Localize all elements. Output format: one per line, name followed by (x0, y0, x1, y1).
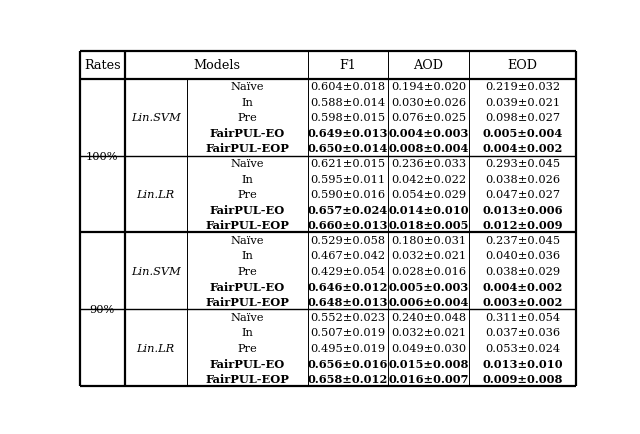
Text: 0.237±0.045: 0.237±0.045 (485, 236, 560, 246)
Text: Lin.LR: Lin.LR (136, 343, 175, 353)
Text: 0.311±0.054: 0.311±0.054 (485, 312, 560, 322)
Text: 0.047±0.027: 0.047±0.027 (485, 190, 560, 200)
Text: 0.053±0.024: 0.053±0.024 (485, 343, 560, 353)
Text: 0.049±0.030: 0.049±0.030 (391, 343, 466, 353)
Text: Naïve: Naïve (230, 236, 264, 246)
Text: FairPUL-EOP: FairPUL-EOP (205, 373, 289, 384)
Text: 0.240±0.048: 0.240±0.048 (391, 312, 466, 322)
Text: 0.030±0.026: 0.030±0.026 (391, 98, 466, 108)
Text: Lin.SVM: Lin.SVM (131, 113, 180, 123)
Text: FairPUL-EOP: FairPUL-EOP (205, 220, 289, 231)
Text: 0.646±0.012: 0.646±0.012 (308, 281, 388, 292)
Text: Pre: Pre (237, 190, 257, 200)
Text: 0.650±0.014: 0.650±0.014 (308, 143, 388, 154)
Text: 0.012±0.009: 0.012±0.009 (483, 220, 563, 231)
Text: 0.005±0.004: 0.005±0.004 (483, 128, 563, 138)
Text: Naïve: Naïve (230, 82, 264, 92)
Text: 0.013±0.006: 0.013±0.006 (483, 204, 563, 215)
Text: 0.006±0.004: 0.006±0.004 (388, 296, 468, 307)
Text: Naïve: Naïve (230, 312, 264, 322)
Text: Pre: Pre (237, 266, 257, 276)
Text: 0.595±0.011: 0.595±0.011 (310, 174, 385, 184)
Text: 0.293±0.045: 0.293±0.045 (485, 159, 560, 169)
Text: 0.005±0.003: 0.005±0.003 (388, 281, 468, 292)
Text: 0.649±0.013: 0.649±0.013 (308, 128, 388, 138)
Text: In: In (241, 98, 253, 108)
Text: 0.467±0.042: 0.467±0.042 (310, 251, 385, 261)
Text: 0.039±0.021: 0.039±0.021 (485, 98, 560, 108)
Text: FairPUL-EO: FairPUL-EO (210, 128, 285, 138)
Text: 0.507±0.019: 0.507±0.019 (310, 328, 385, 338)
Text: 0.009±0.008: 0.009±0.008 (483, 373, 563, 384)
Text: Models: Models (193, 59, 240, 72)
Text: FairPUL-EOP: FairPUL-EOP (205, 143, 289, 154)
Text: 0.037±0.036: 0.037±0.036 (485, 328, 560, 338)
Text: Naïve: Naïve (230, 159, 264, 169)
Text: F1: F1 (339, 59, 356, 72)
Text: 0.194±0.020: 0.194±0.020 (391, 82, 466, 92)
Text: 0.598±0.015: 0.598±0.015 (310, 113, 385, 123)
Text: 0.219±0.032: 0.219±0.032 (485, 82, 560, 92)
Text: 0.429±0.054: 0.429±0.054 (310, 266, 385, 276)
Text: In: In (241, 328, 253, 338)
Text: 0.028±0.016: 0.028±0.016 (391, 266, 466, 276)
Text: Lin.LR: Lin.LR (136, 190, 175, 200)
Text: 0.660±0.013: 0.660±0.013 (308, 220, 388, 231)
Text: AOD: AOD (413, 59, 444, 72)
Text: 0.590±0.016: 0.590±0.016 (310, 190, 385, 200)
Text: 0.588±0.014: 0.588±0.014 (310, 98, 385, 108)
Text: 0.032±0.021: 0.032±0.021 (391, 328, 466, 338)
Text: 0.032±0.021: 0.032±0.021 (391, 251, 466, 261)
Text: 0.003±0.002: 0.003±0.002 (483, 296, 563, 307)
Text: 0.038±0.026: 0.038±0.026 (485, 174, 560, 184)
Text: 0.016±0.007: 0.016±0.007 (388, 373, 468, 384)
Text: 0.004±0.002: 0.004±0.002 (483, 281, 563, 292)
Text: 0.008±0.004: 0.008±0.004 (388, 143, 468, 154)
Text: 0.180±0.031: 0.180±0.031 (391, 236, 466, 246)
Text: 0.018±0.005: 0.018±0.005 (388, 220, 468, 231)
Text: 0.014±0.010: 0.014±0.010 (388, 204, 468, 215)
Text: Rates: Rates (84, 59, 120, 72)
Text: Pre: Pre (237, 113, 257, 123)
Text: 0.013±0.010: 0.013±0.010 (483, 358, 563, 369)
Text: 0.004±0.002: 0.004±0.002 (483, 143, 563, 154)
Text: In: In (241, 174, 253, 184)
Text: 0.658±0.012: 0.658±0.012 (308, 373, 388, 384)
Text: FairPUL-EO: FairPUL-EO (210, 204, 285, 215)
Text: 0.604±0.018: 0.604±0.018 (310, 82, 385, 92)
Text: In: In (241, 251, 253, 261)
Text: 0.656±0.016: 0.656±0.016 (308, 358, 388, 369)
Text: 0.015±0.008: 0.015±0.008 (388, 358, 468, 369)
Text: 0.621±0.015: 0.621±0.015 (310, 159, 385, 169)
Text: 0.004±0.003: 0.004±0.003 (388, 128, 468, 138)
Text: 0.529±0.058: 0.529±0.058 (310, 236, 385, 246)
Text: FairPUL-EO: FairPUL-EO (210, 358, 285, 369)
Text: Lin.SVM: Lin.SVM (131, 266, 180, 276)
Text: 0.552±0.023: 0.552±0.023 (310, 312, 385, 322)
Text: FairPUL-EO: FairPUL-EO (210, 281, 285, 292)
Text: 0.042±0.022: 0.042±0.022 (391, 174, 466, 184)
Text: 0.236±0.033: 0.236±0.033 (391, 159, 466, 169)
Text: 0.054±0.029: 0.054±0.029 (391, 190, 466, 200)
Text: 0.040±0.036: 0.040±0.036 (485, 251, 560, 261)
Text: Pre: Pre (237, 343, 257, 353)
Text: 0.648±0.013: 0.648±0.013 (308, 296, 388, 307)
Text: 0.076±0.025: 0.076±0.025 (391, 113, 466, 123)
Text: 0.098±0.027: 0.098±0.027 (485, 113, 560, 123)
Text: 0.038±0.029: 0.038±0.029 (485, 266, 560, 276)
Text: EOD: EOD (508, 59, 538, 72)
Text: 0.657±0.024: 0.657±0.024 (308, 204, 388, 215)
Text: FairPUL-EOP: FairPUL-EOP (205, 296, 289, 307)
Text: 0.495±0.019: 0.495±0.019 (310, 343, 385, 353)
Text: 100%: 100% (86, 151, 118, 161)
Text: 90%: 90% (90, 305, 115, 315)
